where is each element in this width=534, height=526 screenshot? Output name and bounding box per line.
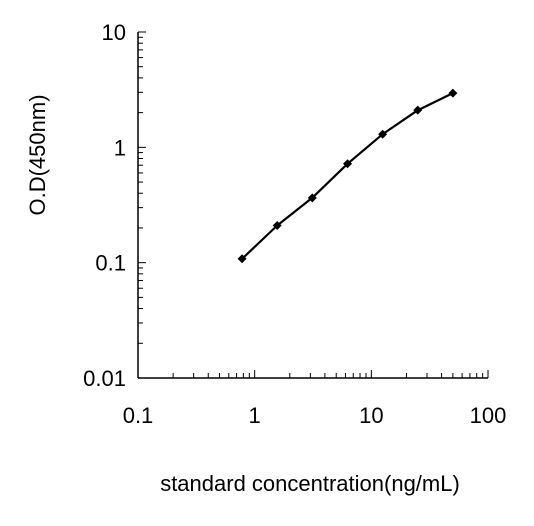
data-point-marker bbox=[272, 221, 282, 231]
x-tick-label: 1 bbox=[249, 403, 261, 428]
data-point-marker bbox=[307, 193, 317, 203]
x-tick-label: 10 bbox=[359, 403, 383, 428]
x-tick-label: 100 bbox=[470, 403, 507, 428]
y-tick-label: 1 bbox=[114, 135, 126, 160]
y-tick-label: 0.01 bbox=[83, 366, 126, 391]
y-tick-label: 0.1 bbox=[95, 251, 126, 276]
x-axis-title: standard concentration(ng/mL) bbox=[160, 471, 460, 496]
y-tick-label: 10 bbox=[102, 20, 126, 45]
data-point-marker bbox=[237, 254, 247, 264]
data-point-marker bbox=[378, 129, 388, 139]
tick-labels: 0.1 1 10 100 0.01 0.1 1 10 bbox=[83, 20, 506, 428]
data-point-marker bbox=[448, 88, 458, 98]
series-line bbox=[241, 92, 454, 260]
tick-marks bbox=[137, 31, 489, 379]
data-point-marker bbox=[343, 159, 353, 169]
x-tick-label: 0.1 bbox=[123, 403, 154, 428]
data-series bbox=[237, 88, 458, 264]
axes bbox=[137, 32, 488, 379]
data-point-marker bbox=[413, 105, 423, 115]
y-axis-title: O.D(450nm) bbox=[25, 94, 50, 215]
